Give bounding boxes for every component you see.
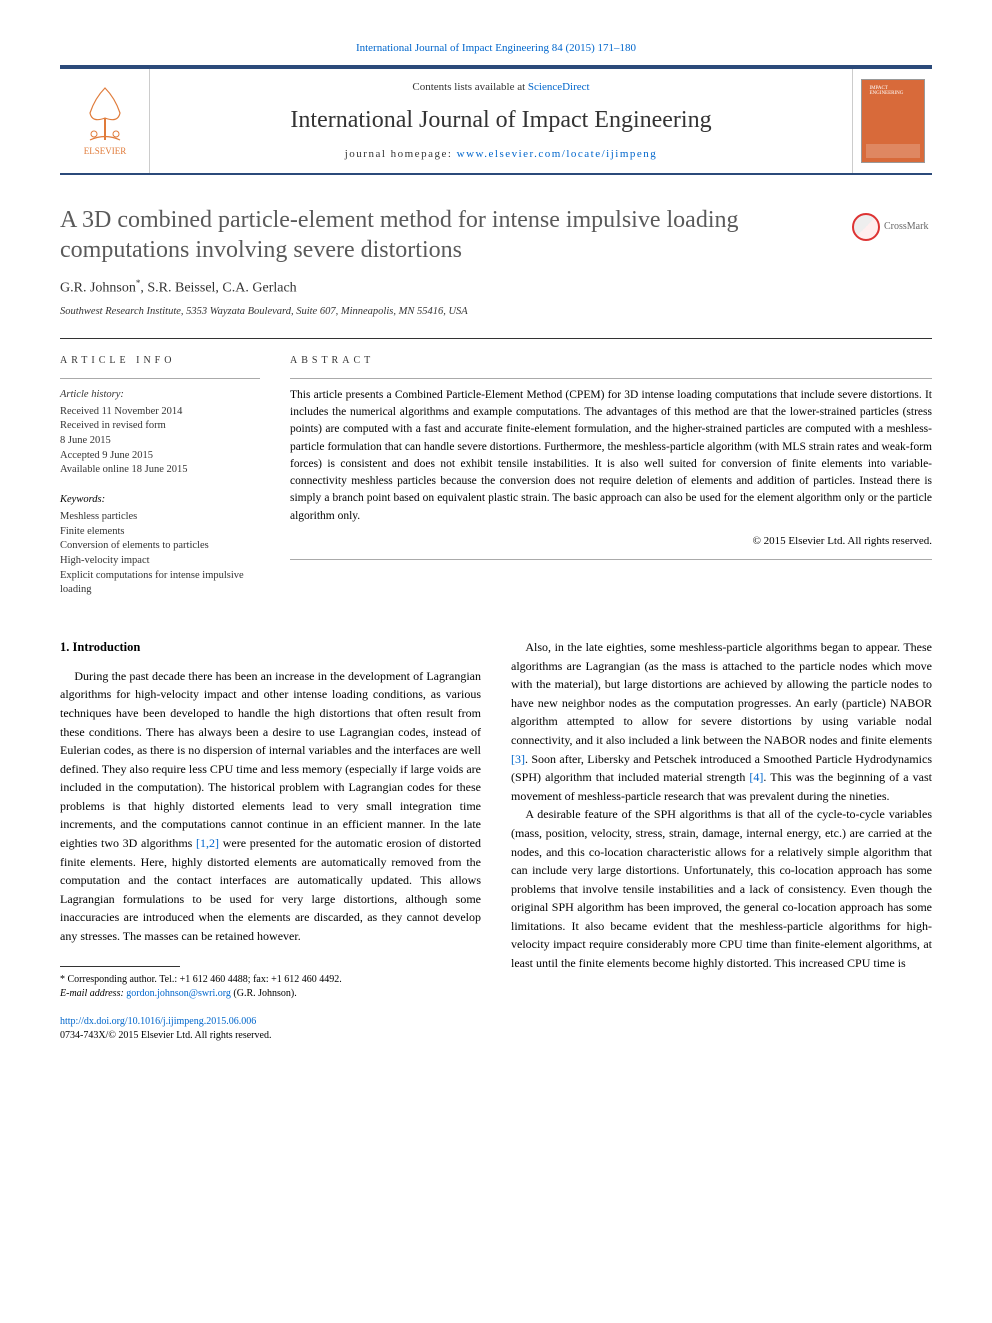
keywords-head: Keywords: bbox=[60, 492, 260, 508]
journal-header: ELSEVIER Contents lists available at Sci… bbox=[60, 65, 932, 175]
cover-thumbnail: IMPACT ENGINEERING bbox=[852, 69, 932, 173]
citation-link[interactable]: [3] bbox=[511, 752, 525, 766]
history-line: Accepted 9 June 2015 bbox=[60, 449, 260, 464]
elsevier-label: ELSEVIER bbox=[83, 146, 126, 156]
history-line: Received 11 November 2014 bbox=[60, 405, 260, 420]
text-run: were presented for the automatic erosion… bbox=[60, 836, 481, 943]
section-heading-intro: 1. Introduction bbox=[60, 638, 481, 657]
doi-link[interactable]: http://dx.doi.org/10.1016/j.ijimpeng.201… bbox=[60, 1015, 481, 1029]
abstract-heading: ABSTRACT bbox=[290, 353, 932, 368]
authors-line: G.R. Johnson*, S.R. Beissel, C.A. Gerlac… bbox=[60, 277, 932, 299]
keyword: Finite elements bbox=[60, 525, 260, 540]
corresponding-footnote: * Corresponding author. Tel.: +1 612 460… bbox=[60, 973, 481, 1001]
authors-rest: , S.R. Beissel, C.A. Gerlach bbox=[140, 280, 296, 295]
contents-prefix: Contents lists available at bbox=[412, 81, 527, 93]
keyword: Conversion of elements to particles bbox=[60, 539, 260, 554]
journal-name: International Journal of Impact Engineer… bbox=[160, 102, 842, 138]
body-columns: 1. Introduction During the past decade t… bbox=[60, 638, 932, 1043]
citation-link[interactable]: [4] bbox=[749, 770, 763, 784]
publisher-logo: ELSEVIER bbox=[60, 69, 150, 173]
abstract-column: ABSTRACT This article presents a Combine… bbox=[290, 339, 932, 598]
sciencedirect-link[interactable]: ScienceDirect bbox=[528, 81, 590, 93]
cover-badge-l2: ENGINEERING bbox=[870, 91, 904, 97]
doi-block: http://dx.doi.org/10.1016/j.ijimpeng.201… bbox=[60, 1015, 481, 1043]
email-link[interactable]: gordon.johnson@swri.org bbox=[126, 988, 231, 999]
abstract-text: This article presents a Combined Particl… bbox=[290, 387, 932, 525]
crossmark-badge[interactable]: CrossMark bbox=[852, 213, 932, 241]
left-column: 1. Introduction During the past decade t… bbox=[60, 638, 481, 1043]
homepage-prefix: journal homepage: bbox=[345, 148, 457, 160]
article-info-heading: ARTICLE INFO bbox=[60, 353, 260, 368]
homepage-link[interactable]: www.elsevier.com/locate/ijimpeng bbox=[457, 148, 658, 160]
text-run: During the past decade there has been an… bbox=[60, 669, 481, 850]
citation-link[interactable]: [1,2] bbox=[196, 836, 219, 850]
keyword: Meshless particles bbox=[60, 510, 260, 525]
abstract-copyright: © 2015 Elsevier Ltd. All rights reserved… bbox=[290, 533, 932, 550]
email-tail: (G.R. Johnson). bbox=[231, 988, 297, 999]
text-run: Also, in the late eighties, some meshles… bbox=[511, 640, 932, 747]
keyword: Explicit computations for intense impuls… bbox=[60, 569, 260, 598]
elsevier-tree-icon: ELSEVIER bbox=[70, 78, 140, 164]
article-info-column: ARTICLE INFO Article history: Received 1… bbox=[60, 339, 260, 598]
history-line: 8 June 2015 bbox=[60, 434, 260, 449]
author-1: G.R. Johnson bbox=[60, 280, 136, 295]
body-paragraph: Also, in the late eighties, some meshles… bbox=[511, 638, 932, 805]
crossmark-label: CrossMark bbox=[884, 219, 928, 234]
email-label: E-mail address: bbox=[60, 988, 126, 999]
contents-line: Contents lists available at ScienceDirec… bbox=[160, 79, 842, 96]
history-head: Article history: bbox=[60, 387, 260, 403]
homepage-line: journal homepage: www.elsevier.com/locat… bbox=[160, 146, 842, 163]
crossmark-icon bbox=[852, 213, 880, 241]
issn-copyright: 0734-743X/© 2015 Elsevier Ltd. All right… bbox=[60, 1029, 481, 1043]
article-title: A 3D combined particle-element method fo… bbox=[60, 205, 832, 265]
body-paragraph: During the past decade there has been an… bbox=[60, 667, 481, 946]
keyword: High-velocity impact bbox=[60, 554, 260, 569]
corr-line: * Corresponding author. Tel.: +1 612 460… bbox=[60, 973, 481, 987]
running-head: International Journal of Impact Engineer… bbox=[60, 40, 932, 57]
body-paragraph: A desirable feature of the SPH algorithm… bbox=[511, 805, 932, 972]
affiliation: Southwest Research Institute, 5353 Wayza… bbox=[60, 304, 932, 320]
right-column: Also, in the late eighties, some meshles… bbox=[511, 638, 932, 1043]
history-line: Received in revised form bbox=[60, 419, 260, 434]
history-line: Available online 18 June 2015 bbox=[60, 463, 260, 478]
footnote-rule bbox=[60, 966, 180, 967]
